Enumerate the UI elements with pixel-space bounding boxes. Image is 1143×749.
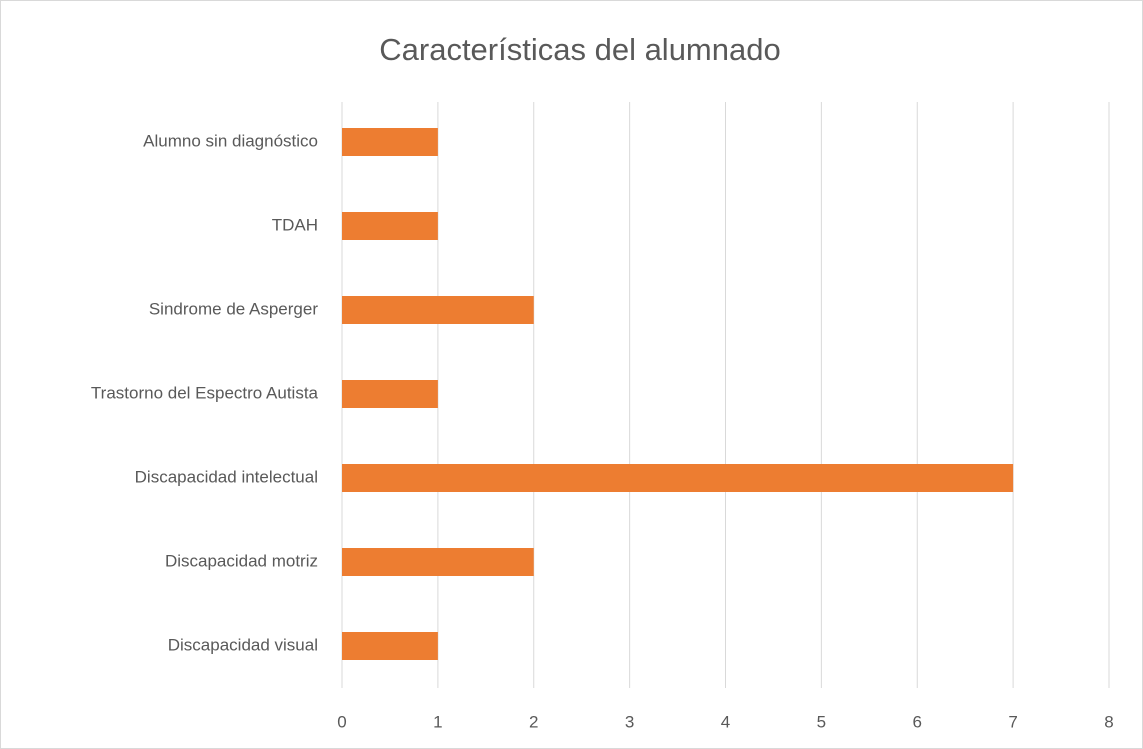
bar — [342, 632, 438, 660]
bar — [342, 296, 534, 324]
x-tick-label: 5 — [817, 712, 826, 731]
bar — [342, 380, 438, 408]
bar — [342, 464, 1014, 492]
y-tick-label: Discapacidad motriz — [165, 551, 318, 570]
x-tick-label: 7 — [1008, 712, 1017, 731]
x-tick-label: 2 — [529, 712, 538, 731]
x-tick-label: 6 — [913, 712, 922, 731]
y-tick-label: TDAH — [272, 215, 318, 234]
x-tick-label: 3 — [625, 712, 634, 731]
y-tick-label: Discapacidad visual — [168, 635, 318, 654]
y-tick-label: Alumno sin diagnóstico — [143, 131, 318, 150]
x-tick-label: 1 — [433, 712, 442, 731]
x-tick-label: 8 — [1104, 712, 1113, 731]
chart-title: Características del alumnado — [379, 32, 780, 67]
y-tick-label: Discapacidad intelectual — [135, 467, 318, 486]
bar — [342, 548, 534, 576]
bar — [342, 212, 438, 240]
y-tick-label: Trastorno del Espectro Autista — [91, 383, 319, 402]
bar — [342, 128, 438, 156]
y-tick-label: Sindrome de Asperger — [149, 299, 318, 318]
x-tick-label: 4 — [721, 712, 730, 731]
x-tick-label: 0 — [337, 712, 346, 731]
